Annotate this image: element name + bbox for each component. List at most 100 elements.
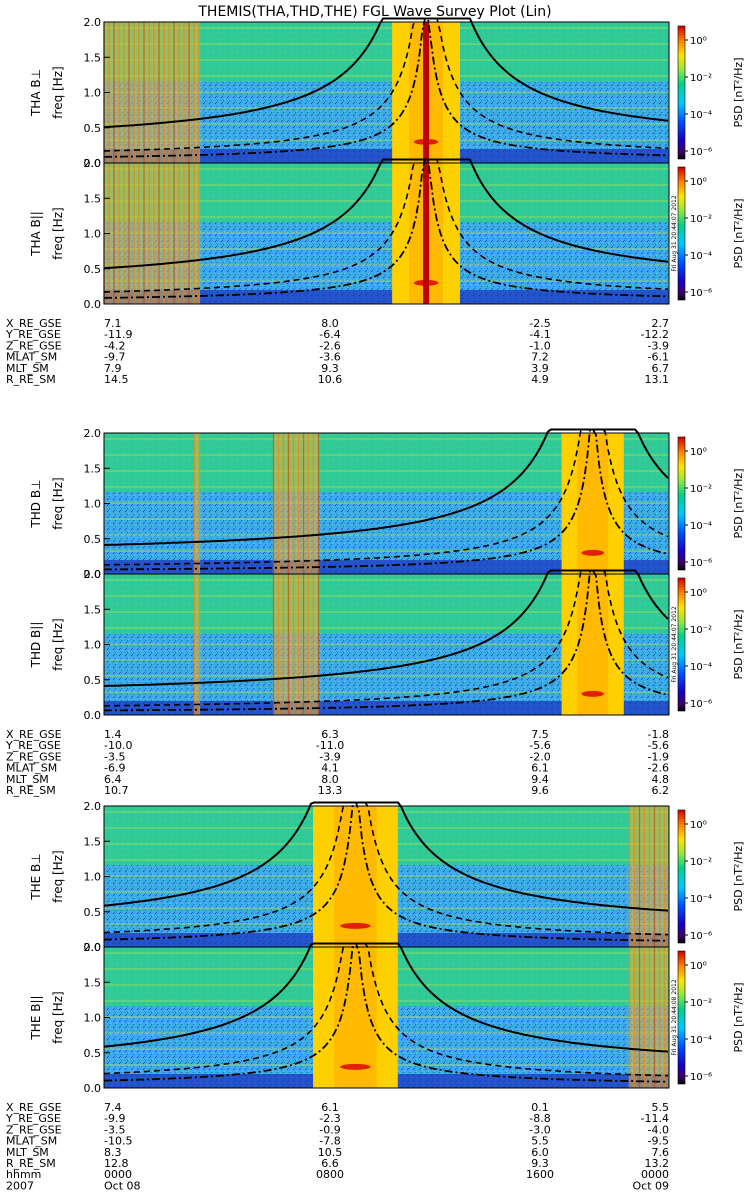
colorbar-label: PSD [nT²/Hz] — [732, 57, 745, 127]
gyrofrequency-he-curve — [104, 428, 669, 566]
colorbar-tick-label: 10⁻⁴ — [690, 894, 712, 905]
ephemeris-label: Y_RE_GSE — [5, 1112, 61, 1125]
ephemeris-value: 7.1 — [104, 317, 122, 330]
burst-region — [194, 574, 201, 715]
ephemeris-value: 6.4 — [104, 773, 122, 786]
y-tick-label: 1.5 — [84, 976, 102, 989]
ephemeris-label: Y_RE_GSE — [5, 739, 61, 752]
y-axis-label: freq [Hz] — [51, 477, 65, 529]
ephemeris-value: -9.7 — [104, 351, 125, 364]
y-tick-label: 2.0 — [84, 157, 102, 170]
ephemeris-label: R_RE_SM — [6, 784, 56, 797]
perigee-red-line — [423, 163, 430, 304]
timestamp-stamp: Fri Aug 31 20:44:08 2012 — [671, 979, 678, 1056]
ephemeris-value: -5.6 — [648, 739, 669, 752]
spectrogram-panel: 0.0 0.5 1.0 1.5 2.0 THA B⊥ freq [Hz] 10⁰ 10⁻² 10⁻… — [29, 16, 745, 170]
panel-label: THE B⊥ — [29, 853, 43, 900]
ephemeris-value: 7.6 — [652, 1146, 670, 1159]
ephemeris-label: X_RE_GSE — [6, 728, 62, 741]
y-tick-label: 2.0 — [84, 16, 102, 29]
colorbar-tick-label: 10⁻⁶ — [690, 288, 712, 299]
ephemeris-value: 10.6 — [318, 373, 343, 386]
y-tick-label: 0.5 — [84, 1047, 102, 1060]
y-tick-label: 1.0 — [84, 228, 102, 241]
spectrogram-lowfreq-band — [104, 149, 669, 163]
ephemeris-value: -5.6 — [529, 739, 550, 752]
y-tick-label: 2.0 — [84, 800, 102, 813]
gyrofrequency-he-curve — [104, 569, 669, 707]
y-tick-label: 0.0 — [84, 709, 102, 722]
colorbar-tick-label: 10⁻⁶ — [690, 931, 712, 942]
gyrofrequency-h-curve — [103, 569, 669, 712]
colorbar-tick-label: 10⁰ — [690, 820, 707, 831]
ephemeris-value: 5.5 — [652, 1101, 670, 1114]
probe-group-the: 0.0 0.5 1.0 1.5 2.0 THE B⊥ freq [Hz] 10⁰ 10⁻² 10⁻… — [5, 800, 745, 1192]
colorbar-tick-label: 10⁻⁶ — [690, 558, 712, 569]
time-axis-tick-label: 0000 — [641, 1168, 669, 1181]
ephemeris-value: 8.0 — [321, 773, 339, 786]
colorbar-label: PSD [nT²/Hz] — [732, 198, 745, 268]
colorbar-tick-label: 10⁰ — [690, 961, 707, 972]
ephemeris-value: -3.6 — [319, 351, 340, 364]
ephemeris-value: -6.4 — [319, 328, 340, 341]
panel-label: THD B|| — [29, 622, 43, 669]
ephemeris-value: 13.3 — [318, 784, 343, 797]
gyrofrequency-o-curve — [103, 801, 669, 912]
colorbar-tick-label: 10⁻⁶ — [690, 699, 712, 710]
colorbar-tick-label: 10⁻² — [690, 857, 712, 868]
gyrofrequency-he-curve — [104, 158, 669, 293]
ephemeris-value: 5.5 — [531, 1135, 549, 1148]
panel-label: THA B⊥ — [29, 69, 43, 117]
timestamp-stamp: Fri Aug 31 20:44:07 2012 — [671, 195, 678, 272]
spectrogram-panel: 0.0 0.5 1.0 1.5 2.0 THE B|| freq [Hz] 10⁰ 10⁻² 10… — [29, 941, 745, 1095]
ephemeris-value: 7.5 — [531, 728, 549, 741]
colorbar-label: PSD [nT²/Hz] — [732, 468, 745, 538]
colorbar-label: PSD [nT²/Hz] — [732, 982, 745, 1052]
ephemeris-value: 9.3 — [531, 1157, 549, 1170]
y-tick-label: 1.5 — [84, 835, 102, 848]
probe-group-tha: 0.0 0.5 1.0 1.5 2.0 THA B⊥ freq [Hz] 10⁰ 10⁻² 10⁻… — [5, 16, 745, 386]
y-tick-label: 1.5 — [84, 51, 102, 64]
ephemeris-value: 9.3 — [321, 362, 339, 375]
ephemeris-label: MLT_SM — [6, 773, 49, 786]
gyrofrequency-o-curve — [103, 942, 669, 1053]
ephemeris-value: -3.5 — [104, 1123, 125, 1136]
y-tick-label: 0.5 — [84, 122, 102, 135]
perigee-red-line — [423, 22, 430, 163]
ephemeris-value: 9.4 — [531, 773, 549, 786]
ephemeris-label: Z_RE_GSE — [6, 339, 62, 352]
ephemeris-value: -8.8 — [529, 1112, 550, 1125]
colorbar — [677, 25, 686, 160]
ephemeris-value: -4.2 — [104, 339, 125, 352]
gyrofrequency-h-curve — [103, 158, 669, 299]
colorbar-tick-label: 10⁻² — [690, 998, 712, 1009]
ephemeris-value: -6.9 — [104, 762, 125, 775]
ephemeris-value: 7.4 — [104, 1101, 122, 1114]
colorbar-tick-label: 10⁰ — [690, 177, 707, 188]
time-axis-tick-label: 0000 — [104, 1168, 132, 1181]
ephemeris-value: 4.9 — [531, 373, 549, 386]
spectrogram-panel: 0.0 0.5 1.0 1.5 2.0 THD B|| freq [Hz] 10⁰ 10⁻² 10… — [29, 568, 745, 722]
ephemeris-value: -9.9 — [104, 1112, 125, 1125]
y-tick-label: 1.5 — [84, 462, 102, 475]
probe-group-thd: 0.0 0.5 1.0 1.5 2.0 THD B⊥ freq [Hz] 10⁰ 10⁻² 10⁻… — [5, 427, 745, 797]
ephemeris-value: 2.7 — [652, 317, 670, 330]
colorbar — [677, 809, 686, 944]
ephemeris-value: 9.6 — [531, 784, 549, 797]
ephemeris-value: -1.8 — [648, 728, 669, 741]
perigee-peak — [581, 549, 604, 556]
y-tick-label: 1.5 — [84, 603, 102, 616]
colorbar-label: PSD [nT²/Hz] — [732, 609, 745, 679]
time-axis-tick-label: 0800 — [316, 1168, 344, 1181]
gyrofrequency-he-curve — [103, 801, 669, 936]
colorbar-tick-label: 10⁻⁴ — [690, 662, 712, 673]
time-axis-label: 2007 — [6, 1179, 34, 1192]
y-tick-label: 1.0 — [84, 871, 102, 884]
ephemeris-value: -3.5 — [104, 750, 125, 763]
gyrofrequency-o-curve — [103, 569, 669, 687]
y-axis-label: freq [Hz] — [51, 991, 65, 1043]
spectrogram-panel: 0.0 0.5 1.0 1.5 2.0 THD B⊥ freq [Hz] 10⁰ 10⁻² 10⁻… — [29, 427, 745, 581]
gyrofrequency-h-curve — [103, 942, 669, 1083]
ephemeris-value: -4.0 — [648, 1123, 669, 1136]
